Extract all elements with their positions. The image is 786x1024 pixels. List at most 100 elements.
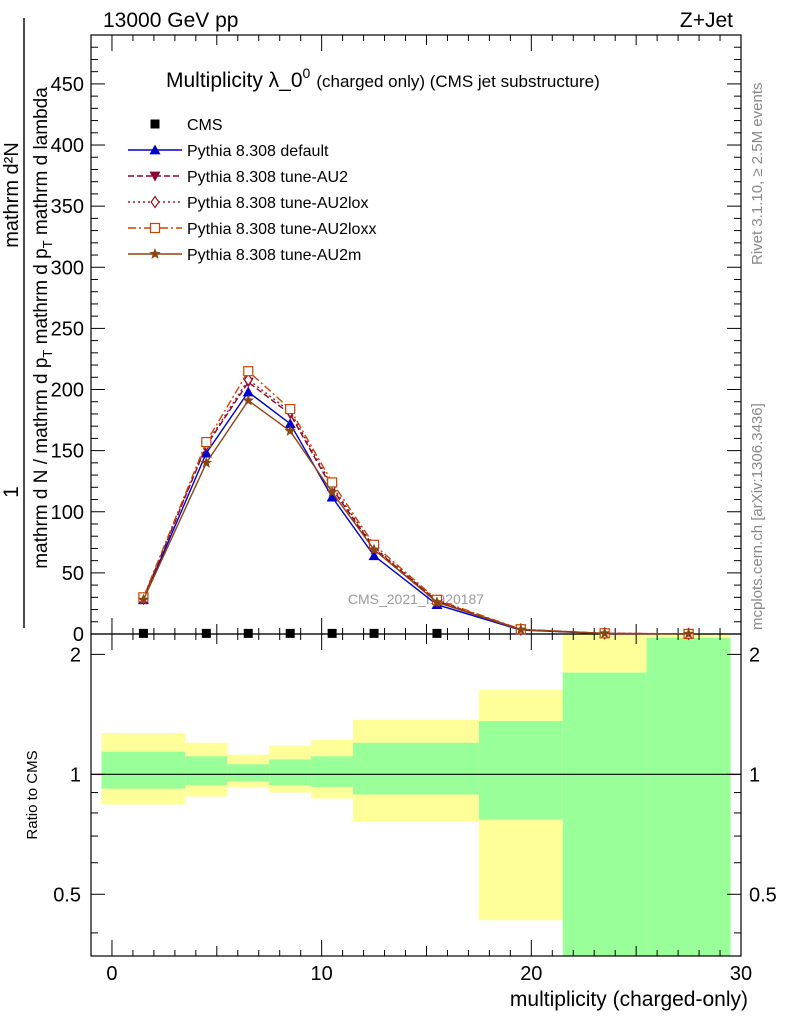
data-point	[368, 543, 380, 555]
data-point	[432, 628, 442, 638]
main-y-tick-label: 450	[51, 74, 84, 96]
ylabel-one: 1	[0, 486, 23, 498]
data-point	[326, 486, 338, 498]
data-point	[138, 628, 148, 638]
main-y-tick-label: 200	[51, 380, 84, 402]
ratio-y-tick-label: 1	[70, 764, 81, 786]
data-point	[200, 456, 213, 468]
stat-uncertainty-band-6	[478, 721, 563, 820]
data-point	[285, 403, 296, 415]
series-line-4	[142, 370, 689, 635]
data-point	[599, 627, 611, 639]
legend-marker-5	[149, 248, 161, 259]
rivet-label: Rivet 3.1.10, ≥ 2.5M events	[749, 83, 766, 266]
ratio-y-tick-label: 0.5	[53, 884, 81, 906]
watermark: CMS_2021_I1920187	[348, 591, 484, 607]
stat-uncertainty-band-3	[269, 759, 312, 786]
legend-marker-3	[150, 195, 160, 209]
main-y-tick-label: 300	[51, 257, 84, 279]
stat-uncertainty-band-2	[227, 764, 270, 782]
chart-title-sup: 0	[303, 65, 311, 81]
chart-title: Multiplicity λ_00 (charged only) (CMS jet…	[166, 65, 600, 92]
main-y-tick-label: 100	[51, 502, 84, 524]
ylabel-numerator: mathrm d²N	[1, 142, 23, 248]
legend-label-0: CMS	[187, 117, 223, 134]
main-y-tick-label: 400	[51, 135, 84, 157]
legend-marker-0	[150, 119, 160, 129]
data-point	[243, 366, 254, 377]
chart-title-main: Multiplicity λ_0	[166, 69, 303, 92]
legend-label-2: Pythia 8.308 tune-AU2	[187, 169, 348, 186]
series-layer	[137, 366, 695, 641]
legend: CMS Pythia 8.308 default Pythia 8.308 tune…	[128, 117, 376, 264]
data-point	[682, 627, 695, 639]
x-tick-label: 10	[311, 963, 333, 985]
series-line-2	[142, 381, 689, 635]
data-point	[242, 394, 254, 406]
data-point	[369, 628, 379, 638]
ratio-y-axis-title: Ratio to CMS	[24, 750, 41, 839]
ylabel-denominator: mathrm d N / mathrm d pT mathrm d pT mat…	[31, 87, 55, 569]
data-point	[200, 447, 212, 458]
series-0	[138, 628, 442, 638]
data-point	[201, 628, 211, 638]
mcplots-label: mcplots.cern.ch [arXiv:1306.3436]	[749, 403, 766, 630]
series-5	[137, 394, 695, 639]
x-tick-label: 30	[730, 963, 752, 985]
main-y-axis: 0 50 100 150 200 250 300 350 400 450	[51, 46, 741, 646]
ratio-y-tick-label-right: 1	[749, 764, 760, 786]
x-axis-title: multiplicity (charged-only)	[510, 988, 748, 1011]
stat-uncertainty-band-8	[646, 637, 731, 956]
data-point	[326, 491, 338, 502]
ratio-y-axis: 0.5 0.5 1 1 2 2	[53, 644, 777, 934]
legend-marker-1	[149, 144, 161, 155]
x-axis: 0 10 20 30	[106, 35, 752, 985]
ylabel-den3: mathrm d lambda	[31, 87, 52, 241]
ylabel-den2: mathrm d p	[31, 248, 52, 349]
legend-label-4: Pythia 8.308 tune-AU2loxx	[187, 221, 376, 238]
legend-marker-4	[149, 222, 161, 234]
data-point	[368, 550, 380, 561]
x-tick-label: 20	[520, 963, 542, 985]
data-point	[243, 373, 253, 387]
main-y-tick-label: 50	[62, 563, 84, 585]
data-point	[515, 623, 527, 635]
ratio-frame	[90, 633, 742, 957]
legend-label-1: Pythia 8.308 default	[187, 143, 329, 160]
main-y-tick-label: 250	[51, 318, 84, 340]
ylabel-den: mathrm d N / mathrm d p	[31, 358, 52, 569]
stat-uncertainty-band-7	[562, 672, 647, 956]
ylabel-sub: T	[40, 350, 55, 358]
ratio-y-tick-label: 2	[70, 644, 81, 666]
ratio-y-tick-label-right: 2	[749, 644, 760, 666]
data-point	[137, 593, 150, 605]
ratio-bands	[101, 634, 731, 956]
x-tick-label: 0	[106, 963, 117, 985]
series-line-5	[142, 399, 689, 635]
data-point	[327, 628, 337, 638]
chart-title-note: (charged only) (CMS jet substructure)	[316, 72, 599, 91]
stat-uncertainty-band-5	[353, 742, 479, 795]
data-point	[284, 418, 296, 429]
data-point	[431, 596, 443, 608]
ratio-y-tick-label-right: 0.5	[749, 884, 777, 906]
data-point	[201, 436, 212, 448]
legend-marker-2	[149, 171, 161, 182]
data-point	[242, 386, 254, 397]
data-point	[285, 628, 295, 638]
ylabel-sub2: T	[40, 240, 55, 248]
header-left: 13000 GeV pp	[103, 9, 238, 32]
stat-uncertainty-band-4	[311, 756, 354, 787]
main-y-tick-label: 350	[51, 196, 84, 218]
main-y-tick-label: 0	[73, 624, 84, 646]
stat-uncertainty-band-0	[101, 751, 186, 789]
main-y-tick-label: 150	[51, 441, 84, 463]
data-point	[284, 425, 296, 436]
stat-uncertainty-band-1	[185, 756, 228, 786]
data-point	[243, 628, 253, 638]
legend-label-3: Pythia 8.308 tune-AU2lox	[187, 195, 368, 212]
data-point	[327, 477, 338, 488]
legend-label-5: Pythia 8.308 tune-AU2m	[187, 247, 361, 264]
header-right: Z+Jet	[680, 9, 733, 32]
